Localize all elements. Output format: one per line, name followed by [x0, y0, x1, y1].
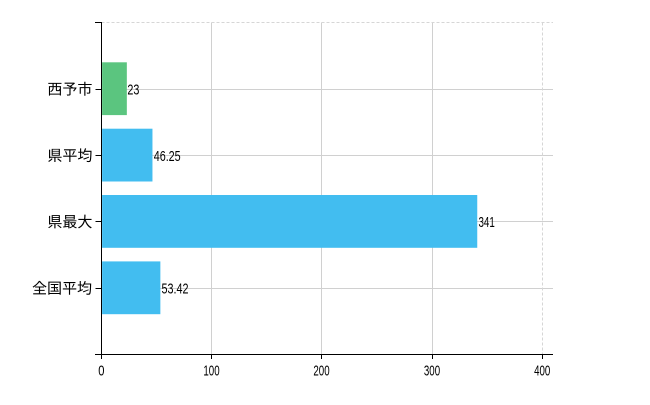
svg-text:23: 23	[127, 82, 139, 99]
svg-text:300: 300	[424, 362, 440, 379]
svg-text:400: 400	[534, 362, 550, 379]
svg-text:53.42: 53.42	[162, 281, 189, 298]
svg-text:200: 200	[313, 362, 329, 379]
svg-text:0: 0	[98, 362, 104, 379]
svg-text:341: 341	[479, 214, 495, 231]
svg-text:46.25: 46.25	[154, 148, 181, 165]
svg-text:100: 100	[203, 362, 219, 379]
